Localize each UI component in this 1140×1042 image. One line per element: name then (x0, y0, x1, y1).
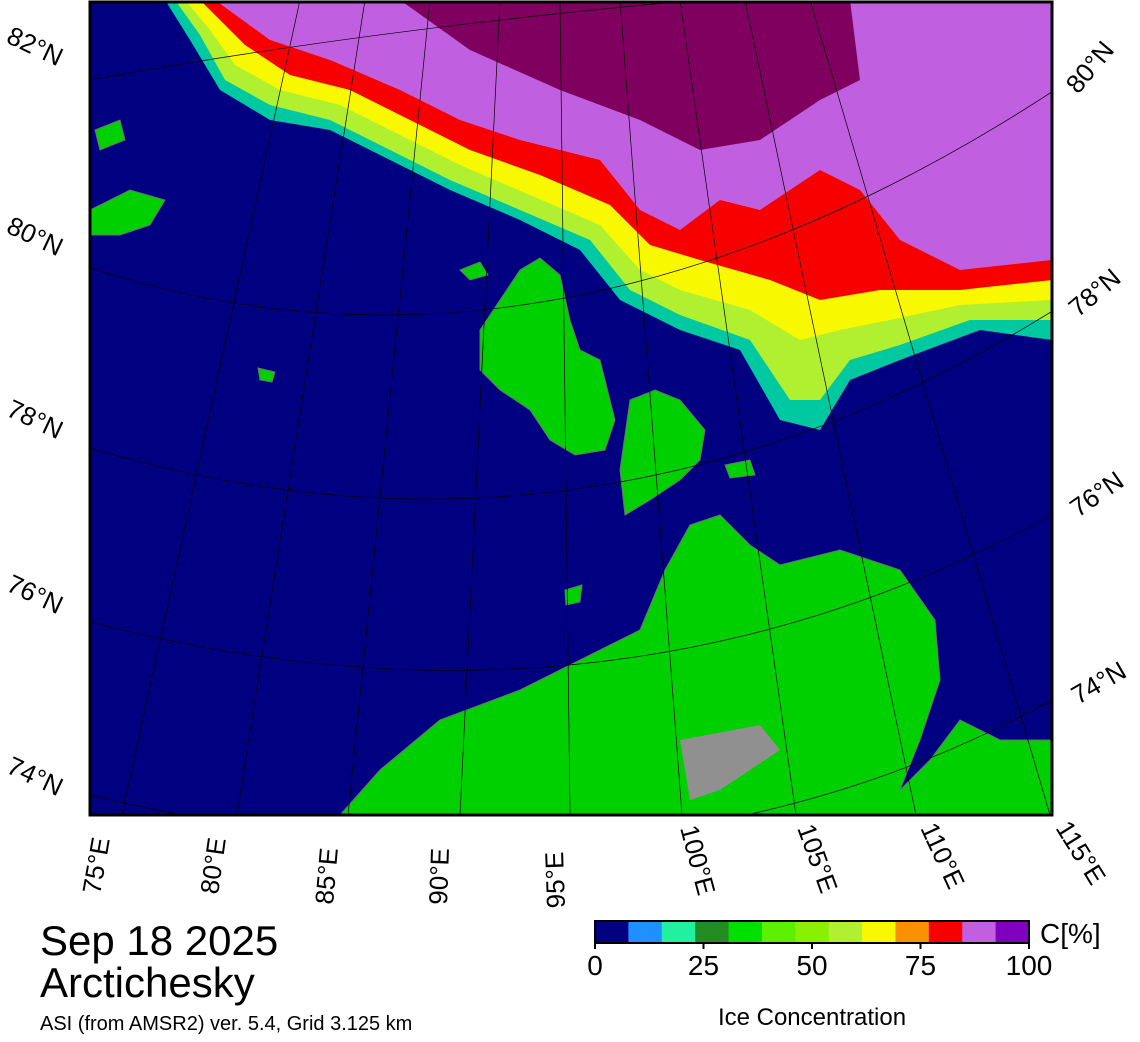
colorbar-frame (594, 920, 1030, 944)
lon-label: 100°E (674, 822, 721, 898)
colorbar-label: Ice Concentration (718, 1004, 906, 1031)
island (564, 584, 583, 606)
colorbar-swatch (928, 921, 963, 943)
lat-label: 74°N (1066, 655, 1131, 710)
colorbar-tick-label: 75 (905, 950, 936, 981)
lon-label: 110°E (915, 818, 971, 893)
lat-label: 80°N (1060, 35, 1120, 99)
island (94, 119, 126, 151)
colorbar-unit: C[%] (1040, 918, 1101, 949)
lat-label: 78°N (2, 393, 67, 445)
island (459, 261, 489, 281)
ice-full (402, 2, 860, 150)
map-frame (88, 0, 1054, 817)
map (90, 2, 1052, 815)
colorbar-swatch (595, 921, 629, 943)
land-ice (680, 725, 780, 800)
colorbar-swatch (728, 921, 763, 943)
colorbar-swatch (995, 921, 1030, 943)
lon-label: 90°E (423, 848, 455, 906)
lat-label: 78°N (1063, 262, 1127, 322)
source: ASI (from AMSR2) ver. 5.4, Grid 3.125 km (40, 1013, 412, 1035)
colorbar-swatch (895, 921, 930, 943)
island (479, 257, 616, 456)
lon-label: 85°E (309, 846, 344, 905)
land (90, 119, 1052, 815)
island (257, 367, 276, 383)
colorbar-swatch (828, 921, 863, 943)
region: Arctichesky (40, 959, 255, 1006)
mainland (339, 514, 1052, 815)
lon-label: 80°E (194, 836, 232, 896)
colorbar-swatch (795, 921, 830, 943)
colorbar-tick-label: 0 (587, 950, 603, 981)
lon-label: 105°E (791, 820, 844, 897)
lat-label: 82°N (2, 20, 67, 72)
colorbar-swatch (862, 921, 896, 943)
lon-label: 95°E (539, 851, 571, 909)
graticule (90, 2, 1052, 815)
island (90, 189, 166, 236)
colorbar-swatch (661, 921, 696, 943)
colorbar-tick-label: 100 (1006, 950, 1053, 981)
colorbar-swatch (761, 921, 796, 943)
date: Sep 18 2025 (40, 917, 278, 964)
lat-label: 74°N (2, 750, 67, 802)
colorbar-swatch (628, 921, 663, 943)
lat-label: 76°N (2, 568, 67, 620)
island (619, 389, 706, 516)
colorbar-tick-label: 50 (796, 950, 827, 981)
lat-label: 80°N (2, 210, 67, 262)
colorbar-tick-label: 25 (688, 950, 719, 981)
lon-label: 115°E (1050, 815, 1112, 890)
colorbar-swatch (695, 921, 730, 943)
lat-label: 76°N (1064, 465, 1129, 523)
colorbar: 0 25 50 75 100 (587, 921, 1052, 981)
lon-label: 75°E (76, 835, 115, 896)
colorbar-swatch (962, 921, 997, 943)
